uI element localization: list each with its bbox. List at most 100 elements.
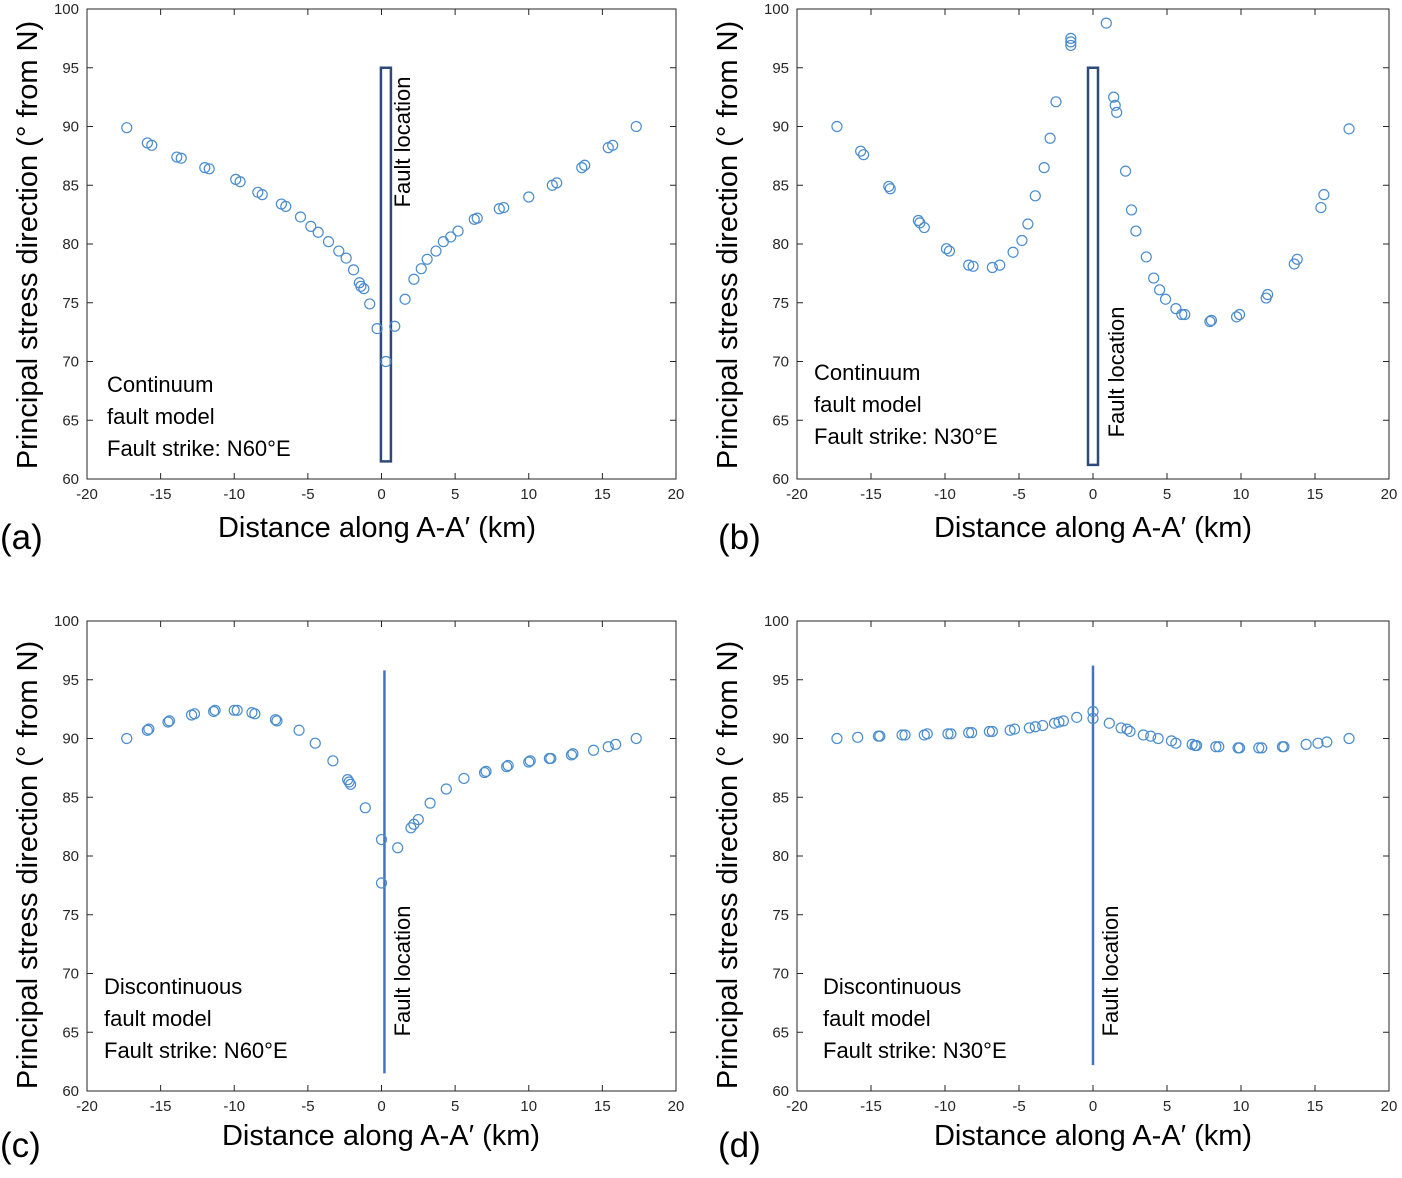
- x-tick-label: 5: [1163, 486, 1171, 503]
- data-point: [333, 245, 345, 257]
- data-point: [524, 755, 536, 767]
- y-tick-label: 90: [62, 119, 79, 136]
- data-point: [852, 731, 864, 743]
- data-point: [421, 253, 433, 265]
- data-point: [355, 280, 367, 292]
- data-point: [1278, 741, 1290, 753]
- data-point: [921, 728, 933, 740]
- data-point: [1053, 716, 1065, 728]
- x-tick-label: -10: [223, 1098, 245, 1115]
- y-tick-label: 60: [62, 471, 79, 488]
- y-tick-label: 70: [772, 966, 789, 983]
- data-point: [1148, 272, 1160, 284]
- data-point: [943, 245, 956, 257]
- fault-marker: [379, 66, 393, 463]
- x-tick-label: -15: [860, 1098, 882, 1115]
- data-point: [1253, 742, 1265, 754]
- data-point: [162, 716, 174, 728]
- model-annotation-line: Continuum: [107, 372, 213, 397]
- data-point: [883, 180, 895, 193]
- data-point: [452, 225, 464, 237]
- data-point: [1038, 162, 1050, 174]
- data-point: [143, 723, 155, 735]
- data-point: [344, 778, 357, 790]
- fault-marker: [1086, 66, 1100, 467]
- data-point: [1300, 738, 1312, 750]
- x-tick-label: -20: [786, 486, 808, 503]
- data-point: [1230, 311, 1243, 323]
- y-tick-label: 65: [62, 1024, 79, 1041]
- data-point: [630, 120, 642, 133]
- x-tick-label: 10: [1233, 1098, 1250, 1115]
- data-point: [188, 708, 201, 720]
- data-point: [607, 139, 619, 151]
- x-tick-label: 15: [1307, 486, 1324, 503]
- data-point: [940, 243, 953, 255]
- data-point: [918, 221, 930, 234]
- data-point: [831, 732, 843, 745]
- x-tick-label: -5: [1012, 1098, 1025, 1115]
- x-tick-label: 5: [451, 486, 459, 503]
- data-point: [493, 203, 505, 215]
- data-point: [389, 320, 401, 332]
- data-point: [163, 715, 176, 727]
- y-tick-label: 95: [772, 60, 789, 77]
- y-tick-label: 90: [62, 731, 79, 748]
- y-tick-label: 90: [772, 731, 789, 748]
- model-annotation-line: fault model: [107, 404, 215, 429]
- y-tick-label: 65: [772, 412, 789, 429]
- data-point: [1065, 32, 1077, 44]
- x-tick-label: -20: [786, 1098, 808, 1115]
- data-point: [424, 797, 436, 809]
- x-axis-label: Distance along A-A′ (km): [934, 1120, 1252, 1152]
- data-point: [1037, 719, 1049, 732]
- y-tick-label: 95: [62, 60, 79, 77]
- data-point: [1007, 246, 1019, 258]
- x-tick-label: 20: [668, 486, 685, 503]
- data-point: [347, 264, 360, 276]
- data-point: [399, 293, 411, 305]
- y-tick-label: 80: [62, 236, 79, 253]
- x-axis-label: Distance along A-A′ (km): [934, 512, 1252, 544]
- y-tick-label: 75: [772, 907, 789, 924]
- data-point: [1109, 99, 1121, 111]
- y-tick-label: 60: [62, 1083, 79, 1100]
- data-point: [293, 724, 305, 736]
- data-point: [896, 729, 908, 741]
- y-tick-label: 100: [764, 1, 789, 18]
- data-point: [371, 323, 383, 335]
- data-point: [322, 236, 335, 248]
- data-point: [501, 761, 513, 773]
- y-tick-label: 80: [772, 848, 789, 865]
- fault-location-label: Fault location: [390, 77, 415, 208]
- x-axis-label: Distance along A-A′ (km): [222, 1120, 540, 1152]
- data-point: [375, 833, 388, 846]
- y-tick-label: 85: [772, 177, 789, 194]
- data-point: [141, 724, 153, 736]
- data-point: [1125, 204, 1138, 216]
- data-point: [199, 162, 211, 174]
- data-point: [1153, 284, 1166, 296]
- data-point: [1029, 721, 1041, 733]
- data-point: [392, 842, 404, 854]
- data-point: [1140, 251, 1152, 263]
- y-tick-label: 75: [62, 907, 79, 924]
- data-point: [602, 741, 614, 753]
- data-point: [343, 776, 355, 788]
- data-point: [545, 752, 557, 765]
- data-point: [280, 200, 292, 212]
- model-annotation-line: fault model: [104, 1006, 212, 1031]
- x-tick-label: 15: [594, 486, 611, 503]
- data-point: [1262, 288, 1274, 301]
- fault-location-label: Fault location: [390, 906, 415, 1037]
- data-point: [1176, 308, 1188, 321]
- data-point: [1087, 712, 1099, 725]
- data-point: [884, 183, 896, 195]
- data-point: [249, 708, 261, 720]
- x-tick-label: -15: [150, 1098, 172, 1115]
- x-tick-label: 10: [1233, 486, 1250, 503]
- data-point: [1233, 308, 1246, 321]
- data-point: [1205, 314, 1218, 326]
- data-point: [408, 273, 420, 285]
